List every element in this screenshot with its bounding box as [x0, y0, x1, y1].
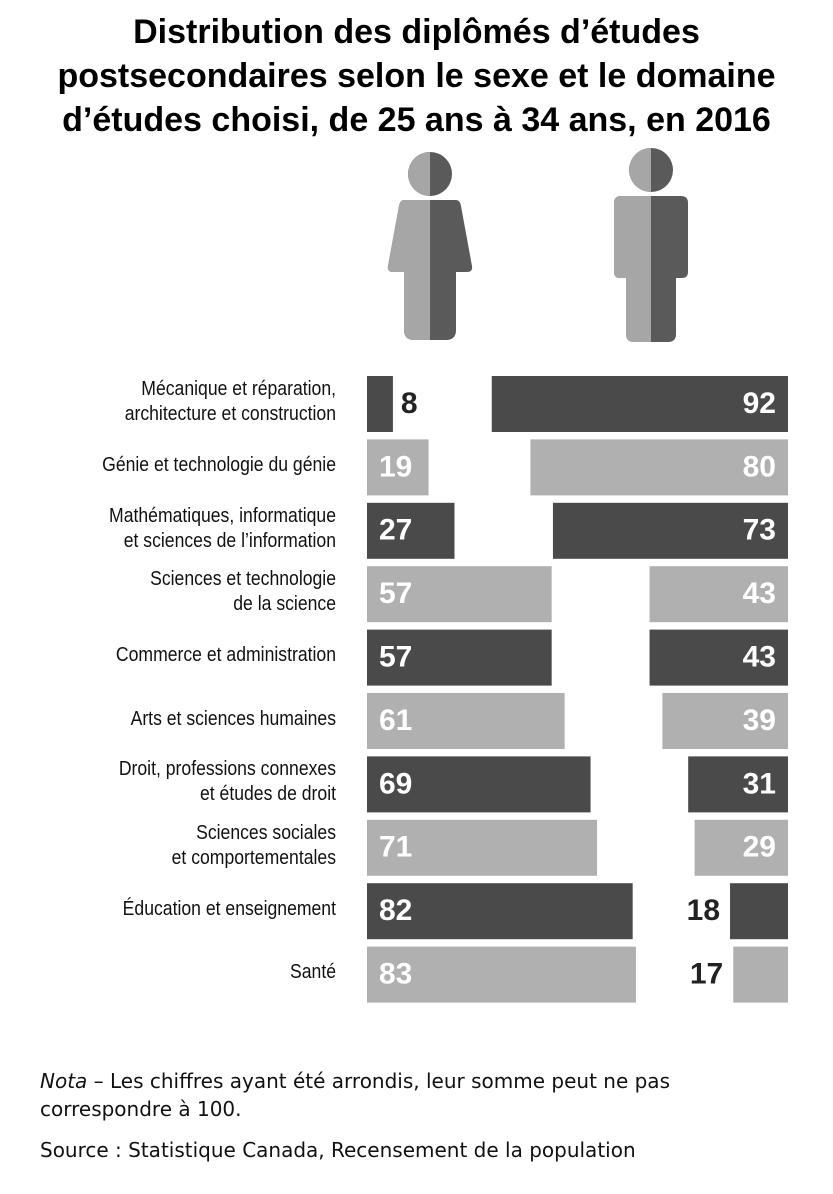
bar-women — [367, 439, 429, 496]
value-label-women: 27 — [379, 514, 412, 547]
category-label-line: et comportementales — [171, 846, 336, 869]
man-icon — [614, 148, 688, 342]
value-label-men: 29 — [743, 831, 776, 864]
bar-women — [367, 629, 552, 686]
value-label-men: 43 — [743, 577, 776, 610]
bar-women — [367, 819, 598, 876]
value-label-men: 80 — [743, 450, 776, 483]
bar-men — [730, 883, 788, 940]
category-label-line: Génie et technologie du génie — [102, 453, 336, 476]
value-label-men: 39 — [743, 704, 776, 737]
value-label-men: 73 — [743, 514, 776, 547]
bar-women — [367, 693, 565, 749]
value-label-men: 18 — [687, 894, 720, 927]
chart-title-line: postsecondaires selon le sexe et le doma… — [57, 57, 776, 95]
gender-icons — [387, 148, 688, 342]
footnote-label: Nota — [40, 1069, 88, 1093]
bar-men — [491, 376, 788, 432]
bar-women — [367, 502, 455, 559]
bar-men — [649, 629, 788, 686]
source-line: Source : Statistique Canada, Recensement… — [40, 1138, 636, 1162]
value-label-men: 43 — [743, 641, 776, 674]
chart-title-line: d’études choisi, de 25 ans à 34 ans, en … — [62, 101, 771, 139]
chart-title-line: Distribution des diplômés d’études — [133, 13, 700, 51]
value-label-women: 19 — [379, 450, 412, 483]
woman-icon — [387, 152, 473, 340]
bar-women — [367, 883, 633, 940]
value-label-women: 83 — [379, 958, 412, 991]
category-label-line: de la science — [233, 593, 336, 616]
category-label-line: architecture et construction — [124, 403, 337, 425]
value-label-women: 57 — [379, 577, 412, 610]
category-label: Commerce et administration — [58, 643, 336, 668]
category-label-line: et études de droit — [199, 783, 336, 806]
value-label-men: 92 — [743, 387, 776, 420]
bar-men — [649, 566, 788, 623]
category-label-line: Mathématiques, informatique — [109, 504, 336, 527]
value-label-women: 61 — [379, 704, 412, 737]
category-label-line: Mécanique et réparation, — [141, 378, 336, 400]
bar-men — [530, 439, 788, 496]
footnote-text: – Les chiffres ayant été arrondis, leur … — [40, 1069, 670, 1121]
bar-men — [688, 756, 788, 813]
value-label-women: 57 — [379, 641, 412, 674]
category-label: Mécanique et réparation, architecture et … — [58, 377, 336, 427]
category-label: Santé — [58, 960, 336, 985]
category-label-line: Santé — [290, 961, 336, 984]
category-label: Sciences sociales et comportementales — [58, 821, 336, 871]
category-label: Sciences et technologie de la science — [58, 567, 336, 617]
category-label-line: Sciences et technologie — [150, 568, 336, 591]
gender-distribution-chart: 8 92 19 80 27 73 57 43 57 43 61 39 69 31 71 29 82 18 83 17 — [367, 148, 788, 1003]
bar-men — [733, 946, 788, 1003]
category-label: Génie et technologie du génie — [58, 453, 336, 478]
category-label-line: Éducation et enseignement — [122, 897, 336, 920]
bars: 8 92 19 80 27 73 57 43 57 43 61 39 69 31 71 29 82 18 83 17 — [367, 376, 788, 1003]
value-label-women: 82 — [379, 894, 412, 927]
bar-women — [367, 946, 636, 1003]
bar-women — [367, 756, 591, 813]
category-label-line: Sciences sociales — [196, 821, 336, 844]
value-label-women: 8 — [401, 387, 418, 420]
value-label-women: 69 — [379, 767, 412, 800]
bar-women — [367, 566, 552, 623]
category-label: Droit, professions connexes et études de … — [58, 757, 336, 807]
category-label-line: Arts et sciences humaines — [130, 707, 336, 730]
value-label-men: 17 — [690, 958, 723, 991]
category-label: Mathématiques, informatique et sciences d… — [58, 504, 336, 554]
bar-men — [552, 502, 788, 559]
category-label-line: et sciences de l’information — [123, 529, 336, 552]
category-label-line: Commerce et administration — [115, 644, 336, 667]
category-label: Arts et sciences humaines — [58, 707, 336, 732]
category-label: Éducation et enseignement — [58, 897, 336, 922]
bar-men — [662, 693, 788, 749]
chart-title: Distribution des diplômés d’études posts… — [10, 10, 823, 142]
footnote: Nota – Les chiffres ayant été arrondis, … — [40, 1067, 800, 1123]
value-label-men: 31 — [743, 767, 776, 800]
category-label-line: Droit, professions connexes — [118, 758, 337, 781]
bar-men — [694, 819, 788, 876]
bar-women — [367, 376, 393, 432]
value-label-women: 71 — [379, 831, 412, 864]
